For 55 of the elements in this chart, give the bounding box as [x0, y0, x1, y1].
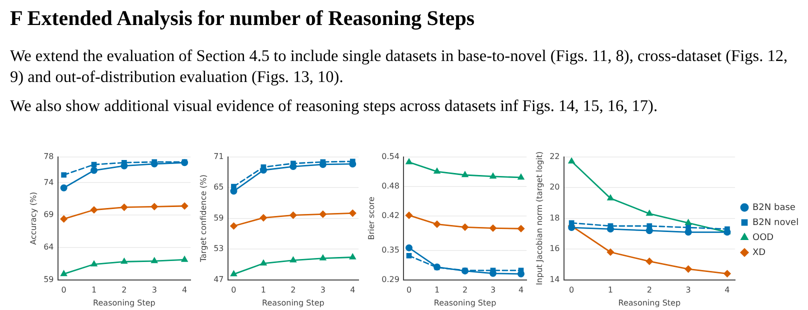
x-tick-label: 1: [608, 286, 614, 295]
y-tick-label: 14: [550, 274, 560, 284]
y-tick-label: 78: [44, 152, 54, 161]
legend-label: B2N novel: [752, 218, 799, 228]
y-axis-title: Brier score: [366, 196, 376, 240]
x-tick-label: 2: [462, 286, 468, 295]
y-axis-title: Input Jacobian norm (target logit): [534, 151, 544, 286]
x-tick-label: 0: [569, 286, 574, 295]
x-axis-title: Reasoning Step: [93, 298, 156, 308]
y-tick-label: 59: [214, 213, 224, 222]
y-tick-label: 64: [44, 242, 54, 252]
y-tick-label: 16: [550, 244, 560, 254]
y-axis-title: Target confidence (%): [198, 174, 208, 264]
x-tick-label: 4: [182, 286, 188, 295]
x-tick-label: 4: [724, 286, 730, 295]
x-tick-label: 4: [518, 286, 524, 295]
y-tick-label: 69: [44, 210, 54, 220]
x-tick-label: 1: [434, 286, 440, 295]
y-tick-label: 74: [44, 178, 54, 187]
x-axis-title: Reasoning Step: [262, 298, 324, 308]
y-tick-label: 59: [44, 274, 54, 284]
text: F Extended Analysis for number of Reasoning Steps: [10, 6, 476, 31]
x-tick-label: 1: [91, 286, 97, 295]
y-tick-label: 0.42: [382, 210, 400, 220]
y-tick-label: 47: [214, 274, 224, 284]
x-tick-label: 3: [320, 286, 326, 295]
x-tick-label: 2: [646, 286, 652, 295]
legend-label: OOD: [752, 232, 774, 243]
x-tick-label: 0: [406, 286, 412, 295]
legend-label: XD: [752, 248, 766, 258]
text: We extend the evaluation of Section 4.5 to include single datasets in base-to-novel (Figs. 11, 8), cross-dataset (Figs. 12, 9) and out-of-distribution evaluation (Figs. 13, 10).: [10, 45, 789, 87]
y-tick-label: 0.54: [382, 152, 400, 161]
x-axis-title: Reasoning Step: [618, 298, 681, 308]
y-tick-label: 22: [550, 152, 560, 161]
x-tick-label: 1: [260, 286, 266, 295]
x-tick-label: 2: [290, 286, 296, 295]
y-tick-label: 71: [214, 152, 224, 161]
x-tick-label: 0: [61, 286, 66, 295]
x-tick-label: 3: [686, 286, 691, 295]
y-tick-label: 0.29: [382, 274, 400, 284]
y-tick-label: 18: [550, 213, 560, 222]
x-tick-label: 3: [490, 286, 496, 295]
x-tick-label: 2: [122, 286, 127, 295]
y-tick-label: 65: [214, 182, 224, 192]
legend-label: B2N base: [752, 202, 796, 213]
x-axis-title: Reasoning Step: [434, 298, 496, 308]
y-tick-label: 20: [550, 182, 560, 192]
y-tick-label: 0.35: [382, 245, 400, 254]
y-tick-label: 53: [214, 244, 224, 254]
x-tick-label: 4: [350, 286, 356, 295]
y-tick-label: 0.48: [382, 181, 400, 190]
y-axis-title: Accuracy (%): [28, 192, 38, 245]
x-tick-label: 3: [152, 286, 157, 295]
x-tick-label: 0: [231, 286, 236, 295]
text: We also show additional visual evidence of reasoning steps across datasets inf Figs. 14, 15, 16, 17).: [10, 95, 659, 116]
